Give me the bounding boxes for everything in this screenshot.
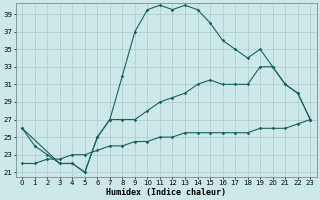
X-axis label: Humidex (Indice chaleur): Humidex (Indice chaleur) — [106, 188, 226, 197]
